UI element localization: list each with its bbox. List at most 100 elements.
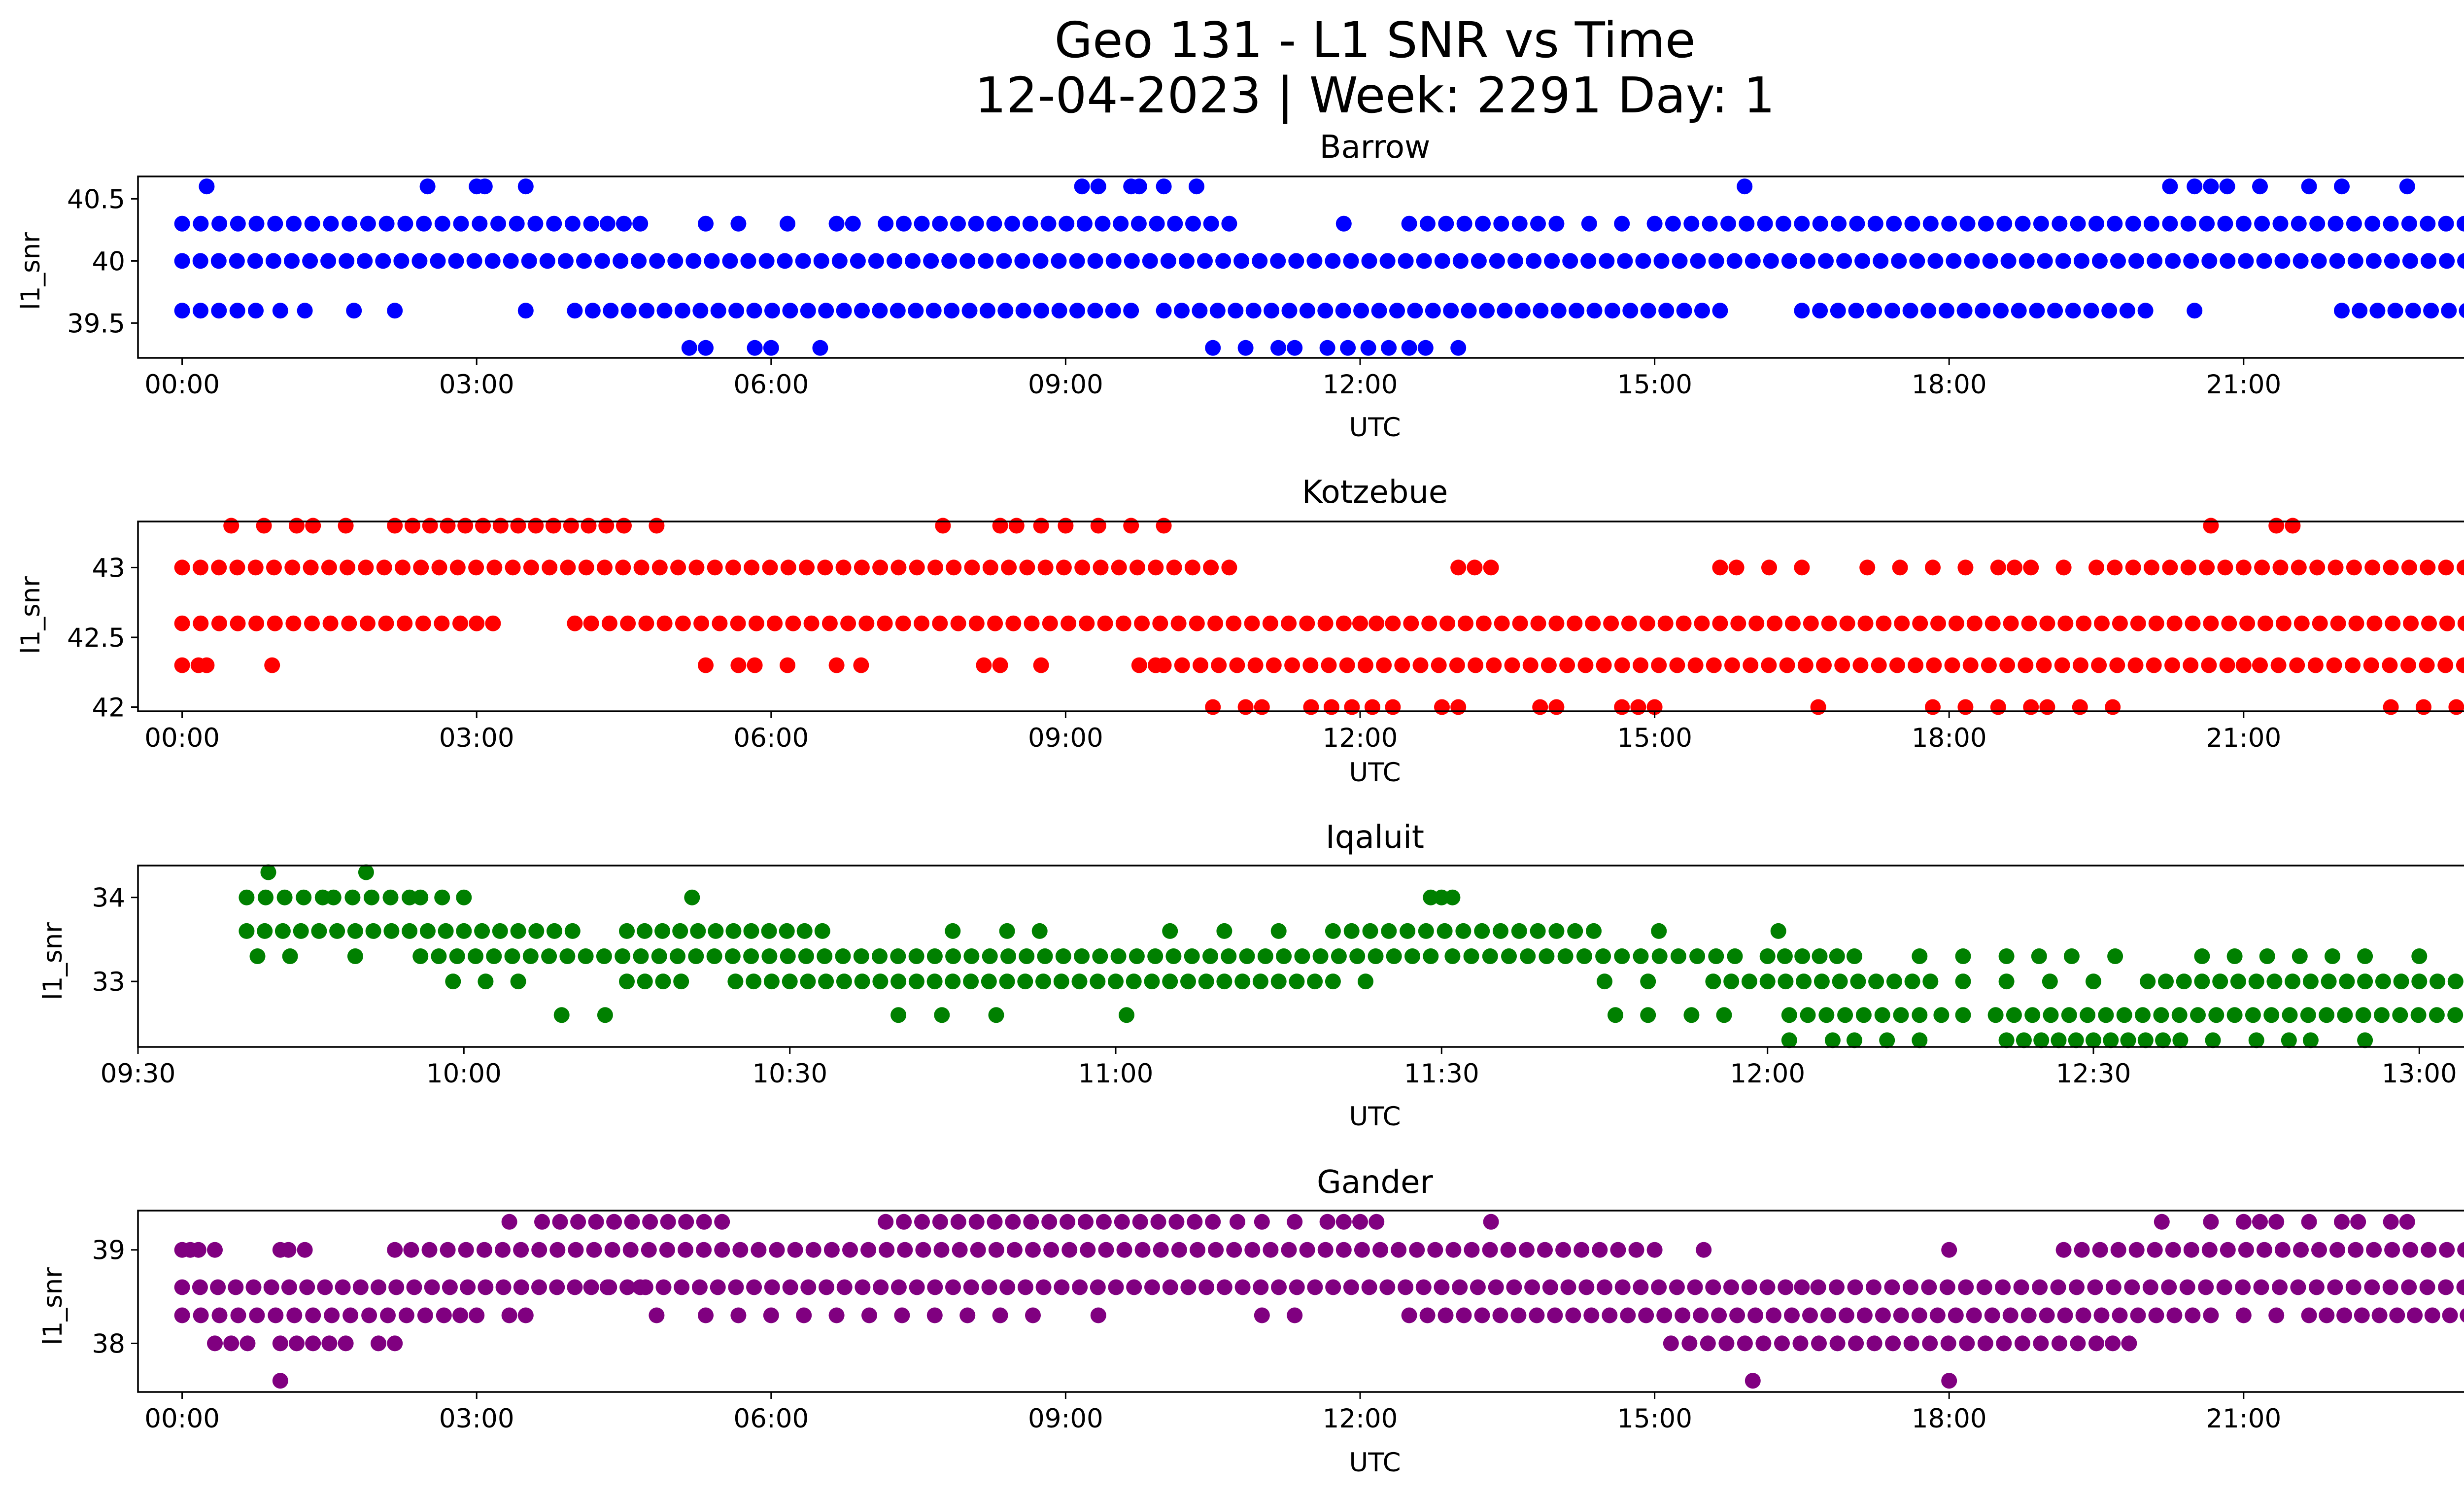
- data-point: [1894, 615, 1910, 631]
- x-tick-label: 11:00: [1078, 1059, 1154, 1089]
- data-point: [1694, 303, 1710, 319]
- data-point: [1941, 1373, 1957, 1389]
- data-point: [1475, 215, 1491, 232]
- data-point: [1343, 253, 1359, 269]
- data-point: [2205, 1032, 2221, 1048]
- data-point: [207, 1242, 223, 1258]
- data-point: [1706, 657, 1722, 673]
- data-point: [1031, 923, 1048, 939]
- data-point: [1371, 303, 1387, 319]
- data-point: [1319, 1214, 1335, 1230]
- data-point: [249, 1307, 265, 1323]
- data-point: [599, 1279, 616, 1295]
- data-point: [174, 303, 190, 319]
- data-point: [486, 948, 502, 964]
- data-point: [1548, 615, 1565, 631]
- data-point: [1530, 615, 1546, 631]
- data-point: [289, 1335, 305, 1352]
- data-point: [1957, 559, 1974, 576]
- data-point: [415, 615, 431, 631]
- data-point: [276, 889, 293, 905]
- data-point: [622, 1242, 639, 1258]
- data-point: [1352, 1214, 1368, 1230]
- data-point: [1234, 1279, 1251, 1295]
- data-point: [1226, 1242, 1242, 1258]
- data-point: [2334, 1214, 2350, 1230]
- data-point: [1080, 1242, 1096, 1258]
- data-point: [777, 253, 793, 269]
- data-point: [1837, 1007, 1853, 1023]
- data-point: [727, 973, 744, 990]
- data-point: [296, 889, 312, 905]
- y-tick-label: 43: [92, 553, 125, 583]
- data-point: [624, 1214, 640, 1230]
- data-point: [1252, 973, 1268, 990]
- data-point: [2172, 1032, 2189, 1048]
- data-point: [596, 948, 612, 964]
- data-point: [1720, 215, 1736, 232]
- data-point: [431, 948, 447, 964]
- data-point: [584, 303, 601, 319]
- data-point: [1228, 303, 1244, 319]
- data-point: [2235, 559, 2252, 576]
- data-point: [1156, 178, 1172, 195]
- data-point: [746, 303, 762, 319]
- data-point: [654, 923, 671, 939]
- data-point: [1996, 1335, 2012, 1352]
- data-point: [1051, 303, 1067, 319]
- data-point: [746, 1279, 762, 1295]
- data-point: [1216, 973, 1232, 990]
- data-point: [1779, 657, 1795, 673]
- data-point: [796, 1307, 812, 1323]
- data-point: [378, 215, 395, 232]
- data-point: [2194, 973, 2210, 990]
- data-point: [1802, 1307, 1818, 1323]
- data-point: [2148, 615, 2164, 631]
- data-point: [782, 303, 798, 319]
- data-point: [2256, 1242, 2272, 1258]
- data-point: [1105, 253, 1122, 269]
- data-point: [174, 215, 190, 232]
- data-point: [1005, 615, 1022, 631]
- data-point: [2411, 973, 2428, 990]
- data-point: [1434, 1279, 1450, 1295]
- data-point: [1830, 303, 1846, 319]
- data-point: [1628, 1242, 1644, 1258]
- data-point: [981, 1279, 997, 1295]
- data-point: [1976, 1279, 1992, 1295]
- data-point: [2021, 615, 2037, 631]
- data-point: [2357, 973, 2373, 990]
- data-point: [1848, 1335, 1864, 1352]
- data-point: [1646, 1242, 1663, 1258]
- data-point: [2364, 1279, 2380, 1295]
- data-point: [2319, 1007, 2335, 1023]
- data-point: [1922, 1335, 1938, 1352]
- data-point: [1335, 615, 1352, 631]
- data-point: [1192, 303, 1208, 319]
- data-point: [474, 923, 490, 939]
- data-point: [1874, 1007, 1890, 1023]
- data-point: [1891, 253, 1907, 269]
- data-point: [1651, 923, 1667, 939]
- data-point: [430, 253, 446, 269]
- x-tick-label: 06:00: [733, 723, 809, 753]
- data-point: [2235, 657, 2252, 673]
- data-point: [2003, 615, 2019, 631]
- data-point: [1856, 1307, 1873, 1323]
- data-point: [416, 215, 432, 232]
- data-point: [868, 253, 884, 269]
- data-point: [1867, 215, 1883, 232]
- data-point: [604, 1242, 620, 1258]
- data-point: [2272, 559, 2289, 576]
- data-point: [1450, 559, 1467, 576]
- data-point: [1452, 253, 1469, 269]
- data-point: [2399, 1214, 2415, 1230]
- data-point: [2266, 973, 2283, 990]
- data-point: [1959, 215, 1976, 232]
- data-point: [2101, 303, 2118, 319]
- data-point: [378, 615, 394, 631]
- data-point: [302, 253, 318, 269]
- data-point: [1812, 215, 1828, 232]
- data-point: [2076, 615, 2092, 631]
- data-point: [1985, 615, 2001, 631]
